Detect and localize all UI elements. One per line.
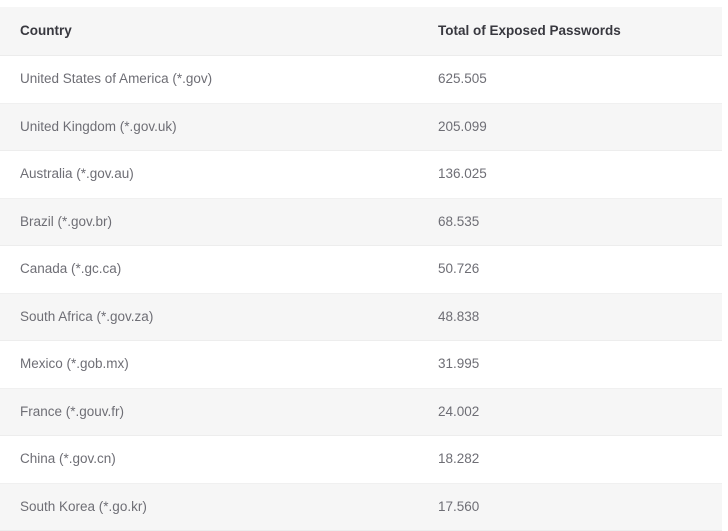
cell-total-exposed-passwords: 31.995 xyxy=(438,356,480,371)
cell-country: South Korea (*.go.kr) xyxy=(20,498,147,514)
cell-country: Brazil (*.gov.br) xyxy=(20,213,113,229)
cell-country: Australia (*.gov.au) xyxy=(20,166,134,181)
table-row: United States of America (*.gov) 625.505 xyxy=(0,55,722,103)
cell-total-exposed-passwords: 136.025 xyxy=(438,166,487,181)
cell-country: South Africa (*.gov.za) xyxy=(20,308,154,324)
cell-total-exposed-passwords: 68.535 xyxy=(438,213,480,229)
cell-total-exposed-passwords: 24.002 xyxy=(438,403,480,419)
table-row: Canada (*.gc.ca) 50.726 xyxy=(0,245,722,293)
table-row: Australia (*.gov.au) 136.025 xyxy=(0,150,722,198)
table-row: South Korea (*.go.kr) 17.560 xyxy=(0,483,722,531)
column-header-total-exposed-passwords: Total of Exposed Passwords xyxy=(418,7,722,56)
column-header-country: Country xyxy=(0,7,418,56)
table-row: Mexico (*.gob.mx) 31.995 xyxy=(0,340,722,388)
cell-total-exposed-passwords: 48.838 xyxy=(438,308,480,324)
table-header: Country Total of Exposed Passwords xyxy=(0,7,722,56)
cell-total-exposed-passwords: 17.560 xyxy=(438,498,480,514)
cell-total-exposed-passwords: 205.099 xyxy=(438,118,487,134)
cell-country: United Kingdom (*.gov.uk) xyxy=(20,118,177,134)
cell-country: Canada (*.gc.ca) xyxy=(20,261,122,276)
table-header-row: Country Total of Exposed Passwords xyxy=(0,7,722,56)
table-row: United Kingdom (*.gov.uk) 205.099 xyxy=(0,103,722,151)
cell-country: France (*.gouv.fr) xyxy=(20,403,125,419)
table-row: Brazil (*.gov.br) 68.535 xyxy=(0,198,722,246)
cell-total-exposed-passwords: 18.282 xyxy=(438,451,480,466)
table-row: France (*.gouv.fr) 24.002 xyxy=(0,388,722,436)
table-row: South Africa (*.gov.za) 48.838 xyxy=(0,293,722,341)
cell-total-exposed-passwords: 625.505 xyxy=(438,71,487,86)
cell-country: United States of America (*.gov) xyxy=(20,71,213,86)
table-row: China (*.gov.cn) 18.282 xyxy=(0,435,722,483)
cell-country: Mexico (*.gob.mx) xyxy=(20,356,129,371)
cell-total-exposed-passwords: 50.726 xyxy=(438,261,480,276)
exposed-passwords-table: Country Total of Exposed Passwords Unite… xyxy=(0,7,722,531)
cell-country: China (*.gov.cn) xyxy=(20,451,116,466)
table-body: United States of America (*.gov) 625.505 U… xyxy=(0,55,722,531)
